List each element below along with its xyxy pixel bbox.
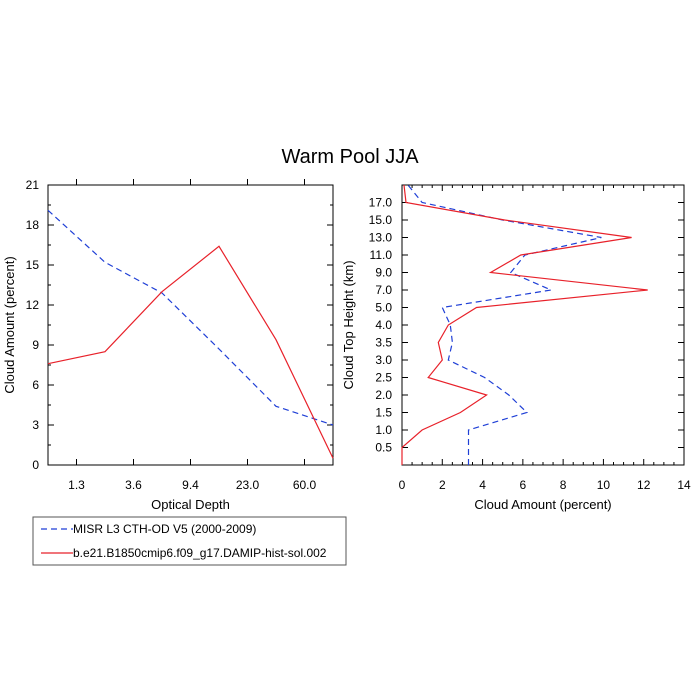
right-y-tick-label: 13.0 (369, 231, 393, 245)
right-y-tick-label: 4.0 (375, 318, 392, 332)
legend-label-model: b.e21.B1850cmip6.f09_g17.DAMIP-hist-sol.… (73, 546, 327, 560)
right-y-tick-label: 1.5 (375, 406, 392, 420)
right-x-tick-label: 0 (399, 478, 406, 492)
left-plot-optical-depth: 0 3 6 9 12 15 18 21 1.3 3.6 9.4 23.0 60.0 Optical Dep… (2, 178, 334, 512)
right-y-tick-label: 15.0 (369, 213, 393, 227)
left-y-tick-label: 9 (32, 338, 39, 352)
left-plot-frame (47, 184, 334, 466)
right-plot-cloud-top-height: 0 2 4 6 8 10 12 14 0.5 1.0 1.5 2.0 2.5 3.0 3.5 4.0 5.0 7.… (341, 184, 691, 512)
right-y-tick-label: 0.5 (375, 441, 392, 455)
right-x-tick-label: 10 (597, 478, 611, 492)
left-x-tick-label: 1.3 (68, 478, 85, 492)
right-y-tick-label: 11.0 (370, 248, 393, 262)
left-x-tick-label: 3.6 (125, 478, 142, 492)
legend: MISR L3 CTH-OD V5 (2000-2009) b.e21.B1850… (32, 516, 347, 566)
left-y-axis-title: Cloud Amount (percent) (2, 256, 17, 393)
right-x-tick-label: 2 (439, 478, 446, 492)
left-series-model-line (47, 245, 334, 459)
left-series-misr-line (47, 209, 334, 426)
right-x-tick-label: 4 (479, 478, 486, 492)
right-y-tick-label: 3.5 (375, 336, 392, 350)
right-y-axis-title: Cloud Top Height (km) (341, 260, 356, 389)
left-x-axis-title: Optical Depth (151, 497, 230, 512)
right-y-tick-label: 5.0 (375, 301, 392, 315)
left-x-tick-label: 60.0 (293, 478, 317, 492)
right-y-tick-label: 2.5 (375, 371, 392, 385)
right-x-axis-title: Cloud Amount (percent) (474, 497, 611, 512)
legend-label-misr: MISR L3 CTH-OD V5 (2000-2009) (73, 522, 256, 536)
left-x-tick-label: 9.4 (182, 478, 199, 492)
left-y-tick-label: 6 (32, 378, 39, 392)
right-x-tick-label: 14 (677, 478, 691, 492)
left-y-tick-label: 12 (26, 298, 40, 312)
right-y-tick-label: 1.0 (375, 423, 392, 437)
right-y-tick-label: 9.0 (375, 266, 392, 280)
right-y-tick-label: 17.0 (369, 196, 393, 210)
left-y-tick-label: 15 (26, 258, 40, 272)
left-y-tick-label: 21 (26, 178, 40, 192)
right-series-misr-line (407, 184, 602, 465)
right-x-tick-label: 8 (560, 478, 567, 492)
legend-box (32, 516, 347, 566)
right-y-tick-label: 3.0 (375, 353, 392, 367)
left-x-tick-label: 23.0 (236, 478, 260, 492)
right-y-tick-label: 2.0 (375, 388, 392, 402)
left-y-tick-label: 3 (32, 418, 39, 432)
right-x-tick-label: 6 (520, 478, 527, 492)
left-y-tick-label: 0 (32, 458, 39, 472)
right-series-model-line (401, 184, 648, 465)
right-y-tick-label: 7.0 (375, 283, 392, 297)
left-y-tick-label: 18 (26, 218, 40, 232)
chart-title: Warm Pool JJA (281, 146, 419, 168)
right-x-tick-label: 12 (637, 478, 651, 492)
